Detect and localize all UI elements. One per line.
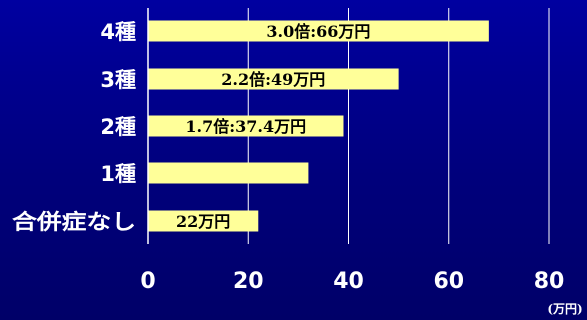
- data-label: 3.0倍:66万円: [266, 22, 370, 41]
- x-tick-label: 0: [140, 269, 155, 294]
- bar-5: [148, 210, 259, 232]
- x-tick-label: 80: [534, 269, 565, 294]
- unit-label: (万円): [547, 302, 582, 316]
- category-label: 1種: [100, 162, 136, 186]
- bar-3: [148, 115, 344, 137]
- category-label: 合併症なし: [12, 210, 136, 234]
- bar-4: [148, 162, 309, 184]
- data-label: 22万円: [176, 212, 230, 231]
- category-label: 4種: [100, 20, 136, 44]
- x-tick-label: 40: [333, 269, 364, 294]
- x-tick-label: 60: [433, 269, 464, 294]
- category-label: 3種: [100, 68, 136, 92]
- x-tick-labels: 0 20 40 60 80: [140, 269, 564, 294]
- bar-2: [148, 68, 399, 90]
- data-label: 1.7倍:37.4万円: [185, 117, 306, 136]
- x-tick-label: 20: [233, 269, 264, 294]
- data-labels: 3.0倍:66万円 2.2倍:49万円 1.7倍:37.4万円 22万円: [176, 22, 370, 231]
- category-label: 2種: [100, 115, 136, 139]
- bars: [148, 20, 489, 232]
- bar-1: [148, 20, 489, 42]
- data-label: 2.2倍:49万円: [221, 70, 325, 89]
